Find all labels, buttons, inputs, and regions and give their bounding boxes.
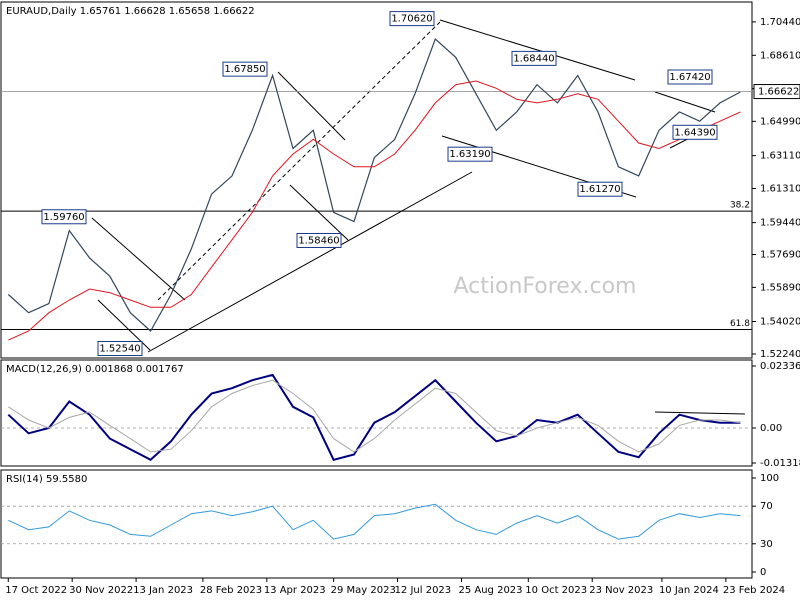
y-tick-label: 0.023366 [760,361,800,372]
x-tick-label: 13 Jan 2023 [133,585,193,596]
x-tick-label: 23 Feb 2024 [723,585,785,596]
annotation-label: 1.67420 [669,72,710,83]
y-tick-label: 1.70440 [760,17,800,28]
series-line [7,373,741,462]
panel-title: EURAUD,Daily 1.65761 1.66628 1.65658 1.6… [6,6,255,17]
y-tick-label: 1.54020 [760,317,800,328]
annotation-box [577,181,623,197]
annotation-box [41,209,87,225]
y-tick-label: 1.61310 [760,183,800,194]
annotation-box [667,69,713,85]
annotation-box [447,146,493,162]
annotation-label: 1.59760 [43,212,84,223]
series-line [8,379,741,453]
series-line [7,37,741,332]
y-tick-label: 70 [760,501,773,512]
level-label: 61.8 [730,319,750,329]
last-price-box [753,84,800,100]
trendlines [91,19,746,415]
x-tick-label: 28 Feb 2023 [200,585,262,596]
level-label: 38.2 [730,201,750,211]
series-line [8,503,741,540]
annotation-box [389,11,435,27]
annotation-label: 1.52540 [99,344,140,355]
panel-title: RSI(14) 59.5580 [6,474,87,485]
y-tick-label: 1.57690 [760,250,800,261]
x-tick-label: 10 Oct 2023 [525,585,587,596]
annotation-box [672,124,718,140]
y-tick-label: 100 [760,473,779,484]
annotation-box [222,61,268,77]
panel-frame [0,1,753,359]
y-tick-label: 1.68610 [760,50,800,61]
y-tick-label: 1.59440 [760,218,800,229]
series-line [8,80,741,341]
y-tick-label: 1.55890 [760,282,800,293]
panel-frame [0,469,753,579]
watermark: ActionForex.com [454,274,637,299]
x-tick-label: 23 Nov 2023 [589,585,653,596]
annotation-label: 1.70620 [391,14,432,25]
annotation-label: 1.67850 [224,64,265,75]
x-tick-label: 30 Nov 2022 [69,585,133,596]
annotation-box [97,341,143,357]
annotation-label: 1.58460 [298,235,339,246]
annotation-box [296,232,342,248]
x-tick-label: 25 Aug 2023 [458,585,522,596]
x-tick-label: 17 Oct 2022 [5,585,67,596]
panel-title: MACD(12,26,9) 0.001868 0.001767 [6,364,184,375]
y-tick-label: 0 [760,567,766,578]
y-tick-label: 30 [760,539,773,550]
annotation-label: 1.61270 [579,184,620,195]
x-tick-label: 10 Jan 2024 [659,585,719,596]
y-tick-label: 1.64990 [760,116,800,127]
annotation-label: 1.68440 [513,53,554,64]
annotation-label: 1.64390 [674,127,715,138]
x-tick-label: 29 May 2023 [331,585,396,596]
y-tick-label: 1.63110 [760,151,800,162]
x-tick-label: 13 Apr 2023 [264,585,326,596]
x-tick-label: 12 Jul 2023 [395,585,452,596]
y-tick-label: 0.00 [760,423,782,434]
annotation-box [511,50,557,66]
annotation-label: 1.63190 [449,149,490,160]
panel-frame [0,359,753,467]
y-tick-label: -0.013186 [760,458,800,469]
last-price-label: 1.66622 [758,87,799,98]
y-tick-label: 1.52240 [760,349,800,360]
